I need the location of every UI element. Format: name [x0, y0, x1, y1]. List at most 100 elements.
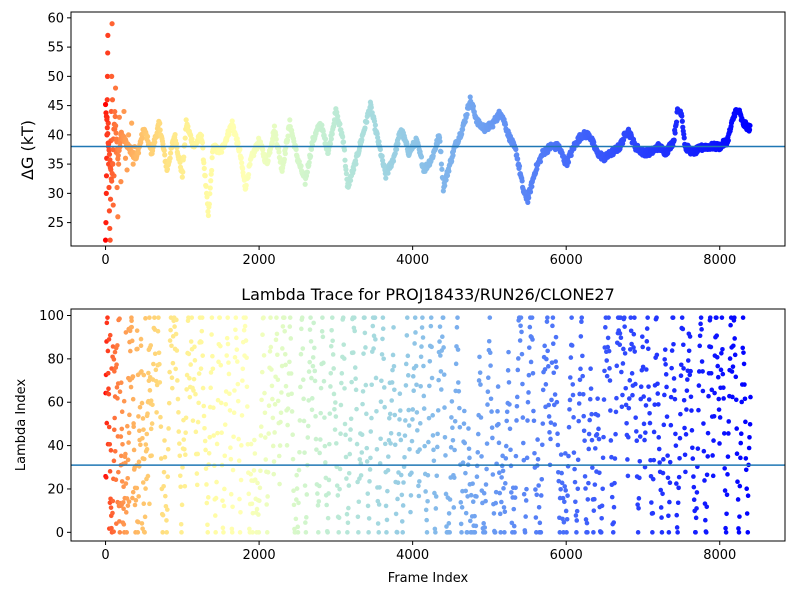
- data-point: [517, 338, 523, 343]
- data-point: [203, 466, 209, 471]
- data-point: [450, 425, 455, 431]
- data-point: [169, 343, 174, 349]
- data-point: [403, 383, 409, 388]
- data-point: [107, 157, 113, 163]
- bottom-axes-frame: [70, 308, 786, 542]
- data-point: [457, 424, 463, 430]
- data-point: [427, 383, 432, 389]
- data-point: [591, 139, 597, 145]
- data-point: [112, 349, 118, 355]
- data-point: [261, 353, 267, 358]
- data-point: [260, 332, 265, 338]
- data-point: [609, 454, 614, 460]
- data-point: [205, 208, 211, 215]
- data-point: [199, 140, 206, 146]
- data-point: [401, 480, 406, 485]
- data-point: [632, 315, 637, 320]
- data-point: [526, 372, 532, 378]
- data-point: [298, 351, 304, 357]
- data-point: [273, 136, 279, 142]
- data-point: [344, 511, 350, 517]
- data-point: [271, 123, 278, 129]
- data-point: [173, 141, 180, 147]
- data-point: [110, 510, 115, 516]
- data-point: [565, 493, 570, 498]
- data-point: [246, 491, 252, 497]
- y-tick-label: 40: [47, 128, 64, 143]
- data-point: [378, 436, 383, 442]
- data-point: [674, 525, 680, 530]
- data-point: [364, 411, 369, 417]
- data-point: [107, 237, 113, 243]
- data-point: [116, 114, 122, 120]
- data-point: [441, 345, 446, 350]
- data-point: [733, 397, 739, 403]
- data-point: [106, 208, 112, 214]
- data-point: [136, 519, 141, 525]
- data-point: [520, 381, 525, 387]
- bottom-chart-title: Lambda Trace for PROJ18433/RUN26/CLONE27: [241, 285, 615, 304]
- data-point: [383, 503, 389, 509]
- data-point: [475, 450, 481, 455]
- data-point: [414, 410, 420, 415]
- data-point: [379, 352, 385, 357]
- data-point: [682, 452, 688, 458]
- data-point: [441, 372, 447, 377]
- data-point: [703, 530, 709, 535]
- data-point: [591, 508, 597, 513]
- data-point: [262, 410, 268, 416]
- data-point: [290, 456, 296, 462]
- data-point: [748, 394, 753, 400]
- data-point: [131, 421, 136, 426]
- data-point: [366, 530, 371, 535]
- data-point: [138, 343, 144, 349]
- data-point: [696, 369, 702, 374]
- data-point: [353, 376, 358, 381]
- data-point: [722, 466, 727, 471]
- data-point: [369, 415, 374, 421]
- data-point: [358, 473, 364, 478]
- data-point: [180, 465, 185, 470]
- data-point: [526, 195, 532, 201]
- data-point: [207, 434, 213, 440]
- data-point: [125, 475, 131, 481]
- data-point: [394, 530, 400, 535]
- data-point: [318, 437, 323, 442]
- data-point: [660, 470, 666, 476]
- data-point: [199, 339, 204, 345]
- data-point: [422, 443, 427, 449]
- data-point: [446, 511, 452, 516]
- data-point: [294, 472, 299, 478]
- data-point: [746, 127, 753, 133]
- data-point: [614, 363, 620, 369]
- data-point: [745, 493, 751, 498]
- data-point: [439, 166, 445, 172]
- data-point: [560, 495, 566, 501]
- data-point: [340, 315, 346, 320]
- data-point: [329, 328, 334, 333]
- data-point: [343, 432, 348, 438]
- data-point: [474, 463, 480, 469]
- data-point: [343, 166, 349, 173]
- data-point: [683, 469, 688, 475]
- data-point: [127, 412, 132, 418]
- data-point: [377, 485, 382, 490]
- data-point: [371, 118, 378, 124]
- data-point: [224, 353, 230, 358]
- data-point: [567, 407, 572, 412]
- data-point: [131, 447, 137, 453]
- data-point: [342, 157, 348, 163]
- data-point: [281, 315, 287, 320]
- data-point: [374, 446, 380, 452]
- data-point: [487, 350, 493, 356]
- data-point: [104, 117, 110, 123]
- data-point: [140, 416, 146, 421]
- data-point: [481, 490, 487, 496]
- data-point: [209, 167, 215, 174]
- data-point: [116, 161, 122, 167]
- data-point: [290, 432, 295, 438]
- data-point: [678, 411, 683, 417]
- data-point: [488, 363, 493, 368]
- data-point: [208, 178, 214, 184]
- data-point: [562, 499, 567, 505]
